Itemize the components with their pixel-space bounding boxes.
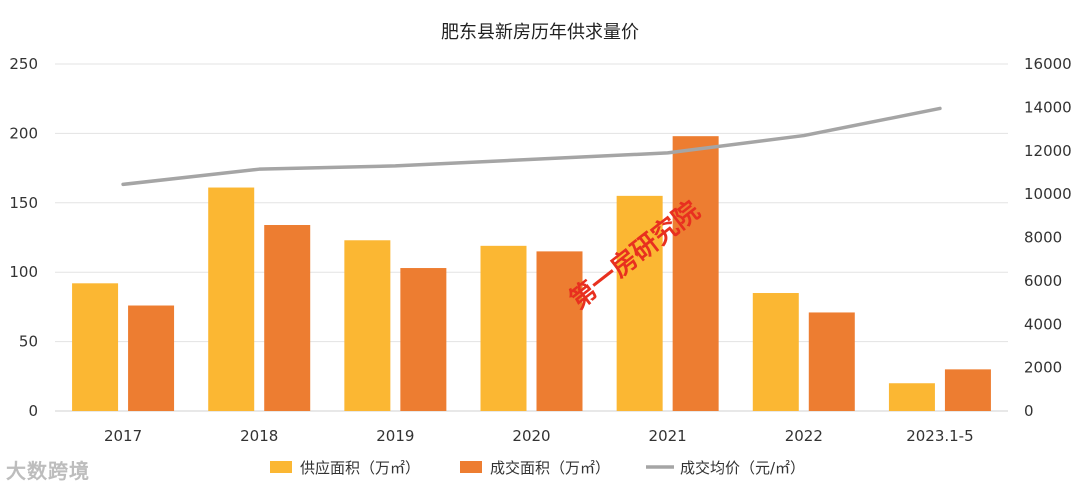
bar (480, 245, 527, 411)
price-line (121, 106, 942, 187)
chart-title: 肥东县新房历年供求量价 (441, 22, 639, 43)
left-tick-label: 50 (19, 333, 38, 351)
bar (616, 195, 663, 411)
left-tick-label: 250 (9, 55, 38, 73)
right-axis: 0 2000 4000 6000 8000 10000 12000 14000 16000 (1024, 55, 1072, 420)
x-tick-label: 2019 (376, 427, 414, 445)
bar (536, 251, 583, 411)
right-tick-label: 8000 (1024, 229, 1062, 247)
legend-label: 成交面积（万㎡） (490, 459, 610, 477)
bar (128, 305, 175, 411)
brand-watermark: 大数跨境 (6, 459, 90, 483)
bar (208, 187, 255, 411)
legend-label: 成交均价（元/㎡） (680, 459, 805, 477)
right-tick-label: 4000 (1024, 315, 1062, 333)
right-tick-label: 16000 (1024, 55, 1072, 73)
x-tick-label: 2018 (240, 427, 278, 445)
bar (672, 136, 719, 411)
bar (344, 240, 391, 411)
right-tick-label: 12000 (1024, 142, 1072, 160)
bar (888, 383, 935, 411)
gridlines (55, 63, 1008, 412)
left-tick-label: 150 (9, 194, 38, 212)
bar (752, 293, 799, 411)
x-tick-label: 2023.1-5 (906, 427, 973, 445)
legend-swatch (460, 461, 482, 473)
bar (400, 268, 447, 411)
x-tick-label: 2021 (649, 427, 687, 445)
legend: 供应面积（万㎡） 成交面积（万㎡） 成交均价（元/㎡） (270, 459, 805, 477)
legend-swatch (270, 461, 292, 473)
right-tick-label: 0 (1024, 402, 1034, 420)
right-tick-label: 14000 (1024, 98, 1072, 116)
bar (72, 283, 119, 411)
bar (264, 225, 311, 411)
x-tick-label: 2017 (104, 427, 142, 445)
left-tick-label: 200 (9, 124, 38, 142)
right-tick-label: 10000 (1024, 185, 1072, 203)
x-tick-label: 2020 (512, 427, 550, 445)
bar-series (72, 136, 991, 411)
left-tick-label: 0 (28, 402, 38, 420)
x-axis: 2017 2018 2019 2020 2021 2022 2023.1-5 (104, 427, 974, 445)
right-tick-label: 6000 (1024, 272, 1062, 290)
legend-label: 供应面积（万㎡） (300, 459, 420, 477)
right-tick-label: 2000 (1024, 359, 1062, 377)
bar (944, 369, 991, 411)
x-tick-label: 2022 (785, 427, 823, 445)
line-series (121, 106, 942, 187)
bar (808, 312, 855, 411)
left-axis: 0 50 100 150 200 250 (9, 55, 38, 420)
left-tick-label: 100 (9, 263, 38, 281)
